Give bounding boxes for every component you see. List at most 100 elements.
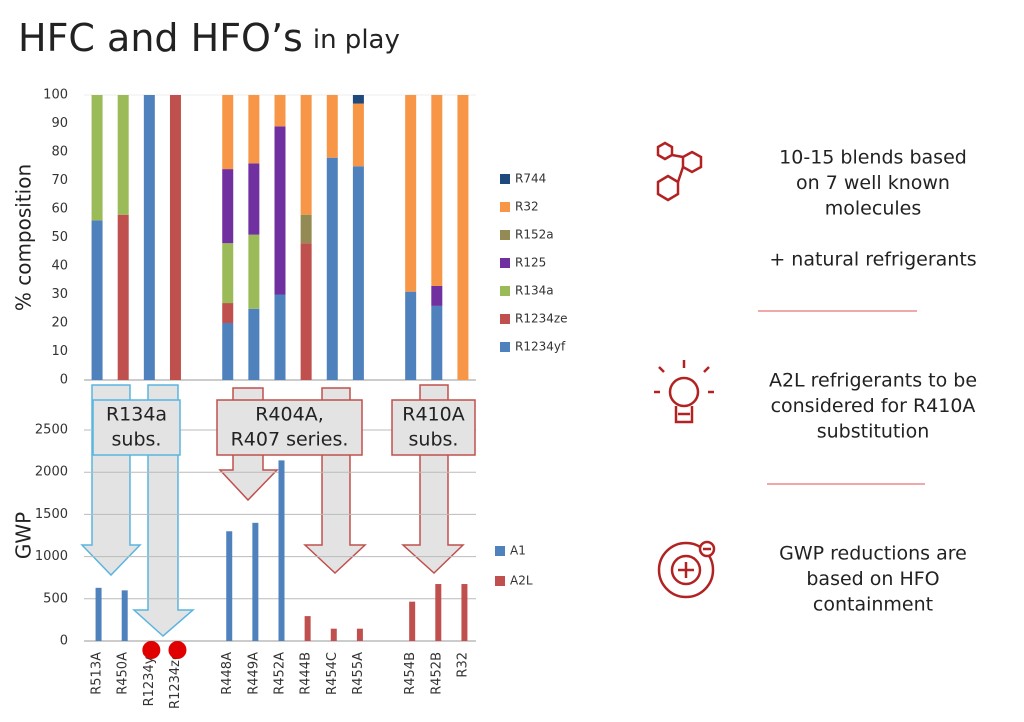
bar-segment xyxy=(274,126,286,295)
bar-segment xyxy=(352,95,364,104)
bar xyxy=(435,584,442,641)
side-note: molecules xyxy=(825,198,921,220)
molecule-icon xyxy=(656,174,680,202)
x-tick-label: R454B xyxy=(403,652,418,695)
x-tick-label: R513A xyxy=(90,652,105,695)
x-tick-label: R452A xyxy=(273,652,288,695)
y-tick-label: 1500 xyxy=(35,507,68,522)
plus-icon xyxy=(670,554,702,586)
x-tick-label: R450A xyxy=(116,652,131,695)
plus-icon xyxy=(657,541,715,599)
bar-segment xyxy=(300,95,312,215)
bar xyxy=(461,584,468,641)
x-tick-label: R455A xyxy=(351,652,366,695)
bar-segment xyxy=(300,243,312,380)
side-note: based on HFO xyxy=(806,568,939,590)
side-icons xyxy=(654,141,716,599)
molecule-bond xyxy=(671,153,685,183)
bar xyxy=(356,628,363,641)
y-tick-label: 500 xyxy=(43,591,68,606)
y-axis-label: % composition xyxy=(12,164,36,311)
bar-segment xyxy=(91,95,103,221)
bar-segment xyxy=(248,163,260,235)
side-note: + natural refrigerants xyxy=(769,249,976,271)
side-note: substitution xyxy=(817,421,930,443)
y-tick-label: 40 xyxy=(51,259,68,274)
bar xyxy=(330,628,337,641)
callout-box xyxy=(216,399,363,456)
bar-segment xyxy=(431,95,443,286)
x-tick-label: R454C xyxy=(325,652,340,695)
y-tick-label: 30 xyxy=(51,287,68,302)
x-tick-label: R444B xyxy=(299,652,314,695)
legend-swatch xyxy=(495,546,505,556)
legend-label: R1234ze xyxy=(515,312,568,326)
legend-swatch xyxy=(500,230,510,240)
x-tick-label: R449A xyxy=(246,652,261,695)
x-tick-label: R452B xyxy=(429,652,444,695)
bar-segment xyxy=(352,103,364,167)
callout-text: R410A xyxy=(402,404,464,426)
legend-label: R32 xyxy=(515,200,539,214)
callout-text: subs. xyxy=(112,429,162,451)
x-tick-label: R448A xyxy=(220,652,235,695)
bar-segment xyxy=(431,285,443,306)
side-note: considered for R410A xyxy=(771,395,976,417)
y-tick-label: 50 xyxy=(51,230,68,245)
side-note: GWP reductions are xyxy=(779,543,967,565)
side-note: containment xyxy=(813,594,933,616)
title-sub: in play xyxy=(313,25,400,55)
bar-segment xyxy=(222,169,234,244)
legend-label: R152a xyxy=(515,228,554,242)
x-tick-label: R1234yf xyxy=(142,652,157,707)
y-tick-label: 2500 xyxy=(35,423,68,438)
molecule-icon xyxy=(656,141,674,161)
callout-box xyxy=(391,399,476,456)
bar-segment xyxy=(457,95,469,380)
callout-text: subs. xyxy=(409,429,459,451)
bar-segment xyxy=(405,291,417,380)
bar-segment xyxy=(431,305,443,380)
legend-label: A2L xyxy=(510,574,533,588)
bar xyxy=(252,522,259,641)
bar-segment xyxy=(222,323,234,380)
callout-box xyxy=(92,399,181,456)
bar-segment xyxy=(326,95,338,158)
bar-segment xyxy=(405,95,417,292)
bar-segment xyxy=(300,214,312,244)
plus-sign xyxy=(678,562,694,578)
y-tick-label: 1000 xyxy=(35,549,68,564)
bar xyxy=(121,590,128,641)
bar-segment xyxy=(117,214,129,380)
bar-segment xyxy=(352,166,364,380)
bar xyxy=(95,587,102,641)
y-tick-label: 0 xyxy=(60,634,68,649)
y-tick-label: 100 xyxy=(43,88,68,103)
highlight-dot xyxy=(168,641,187,659)
bar-segment xyxy=(248,95,260,164)
y-tick-label: 90 xyxy=(51,116,68,131)
bar-segment xyxy=(326,157,338,380)
bulb-icon xyxy=(668,376,700,408)
y-tick-label: 60 xyxy=(51,202,68,217)
y-tick-label: 70 xyxy=(51,173,68,188)
bar-segment xyxy=(274,95,286,127)
slide-title: HFC and HFO’s in play xyxy=(18,16,400,60)
bar xyxy=(304,616,311,641)
bar-segment xyxy=(91,220,103,380)
x-tick-label: R32 xyxy=(455,652,470,678)
bar xyxy=(278,460,285,641)
x-tick-label: R1234ze xyxy=(168,652,183,709)
bar-segment xyxy=(222,243,234,304)
legend-swatch xyxy=(500,342,510,352)
side-note: 10-15 blends based xyxy=(779,147,967,169)
molecule-icon xyxy=(681,150,703,174)
legend-swatch xyxy=(500,258,510,268)
title-main: HFC and HFO’s xyxy=(18,16,303,60)
callout-arrows xyxy=(80,94,476,642)
legend-label: R134a xyxy=(515,284,554,298)
y-tick-label: 0 xyxy=(60,373,68,388)
y-axis-label: GWP xyxy=(12,512,36,559)
callout-text: R404A, xyxy=(255,404,324,426)
